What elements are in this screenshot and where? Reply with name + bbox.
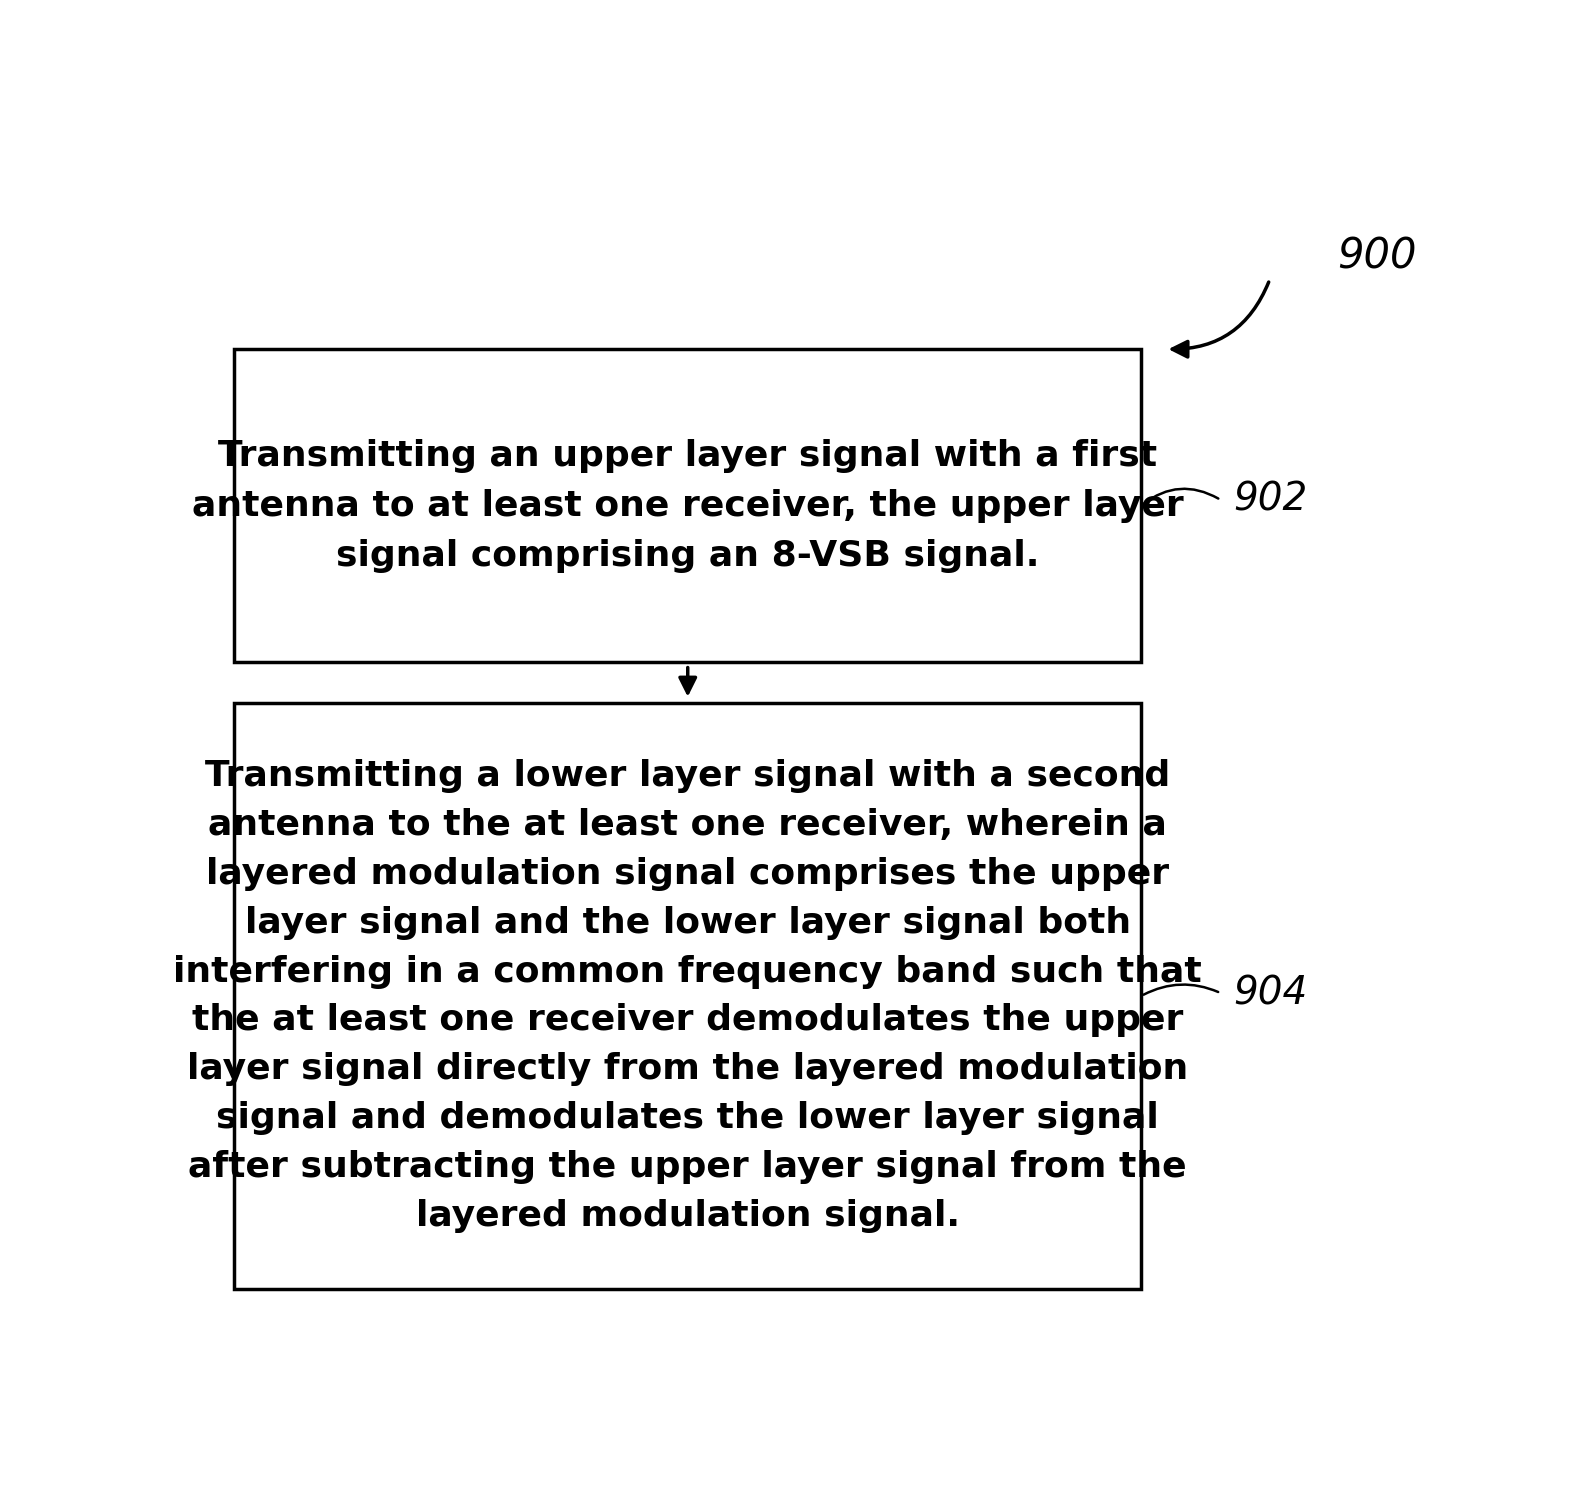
Text: Transmitting a lower layer signal with a second
antenna to the at least one rece: Transmitting a lower layer signal with a… (174, 760, 1202, 1233)
Text: Transmitting an upper layer signal with a first
antenna to at least one receiver: Transmitting an upper layer signal with … (191, 439, 1184, 573)
Text: 902: 902 (1233, 481, 1307, 518)
Text: 904: 904 (1233, 974, 1307, 1013)
FancyBboxPatch shape (234, 702, 1141, 1288)
FancyBboxPatch shape (234, 350, 1141, 663)
Text: 900: 900 (1338, 235, 1417, 277)
